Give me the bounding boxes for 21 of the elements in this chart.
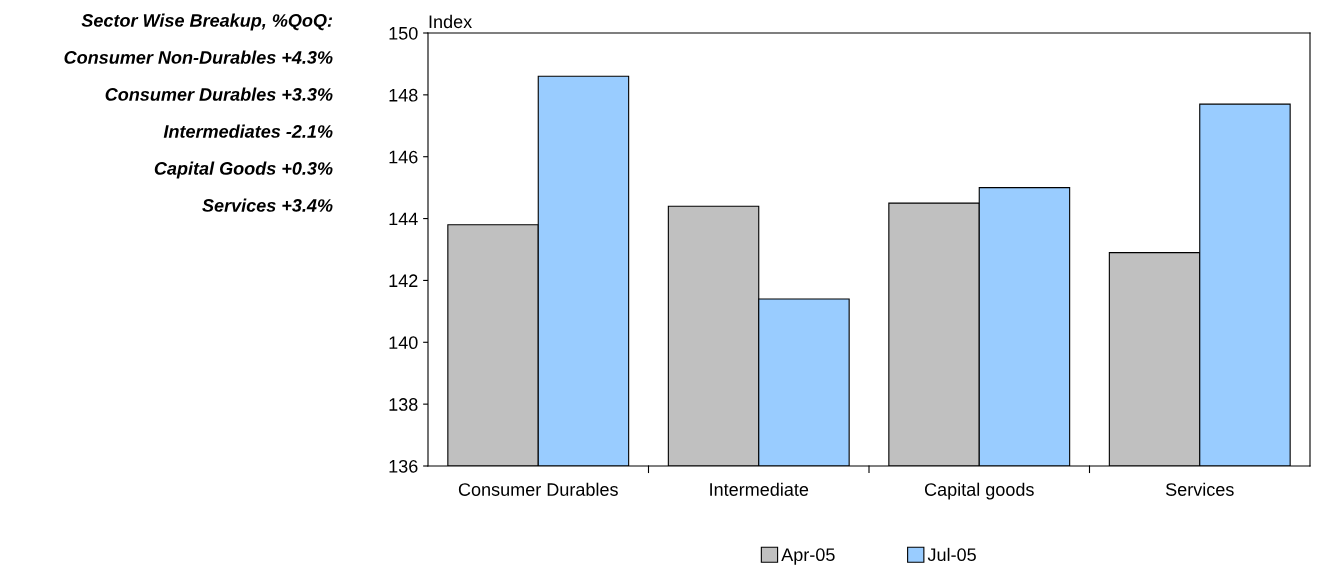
- text: Intermediates -2.1%: [163, 124, 333, 138]
- text: Sector Wise Breakup, %QoQ:: [81, 13, 333, 31]
- text: Services +3.4%: [202, 198, 333, 212]
- y-tick-label: 150: [389, 26, 418, 40]
- legend-label: Apr-05: [781, 548, 835, 565]
- y-tick-label: 144: [389, 212, 418, 226]
- x-tick-label: Capital goods: [924, 482, 1034, 500]
- text: Consumer Non-Durables +4.3%: [64, 50, 333, 64]
- x-tick-label: Consumer Durables: [458, 482, 618, 496]
- text: Consumer Durables +3.3%: [105, 87, 333, 101]
- y-tick-label: 136: [389, 459, 418, 473]
- y-tick-label: 140: [389, 336, 418, 350]
- x-tick-label: Services: [1165, 482, 1234, 496]
- x-tick-label: Intermediate: [710, 482, 809, 496]
- legend-label: Jul-05: [927, 547, 976, 562]
- text: Capital Goods +0.3%: [154, 161, 333, 179]
- y-tick-label: 138: [389, 398, 418, 411]
- y-tick-label: 148: [389, 88, 418, 102]
- y-tick-label: 142: [389, 274, 418, 287]
- y-tick-label: 146: [389, 150, 418, 164]
- y-axis-title: Index: [429, 14, 472, 29]
